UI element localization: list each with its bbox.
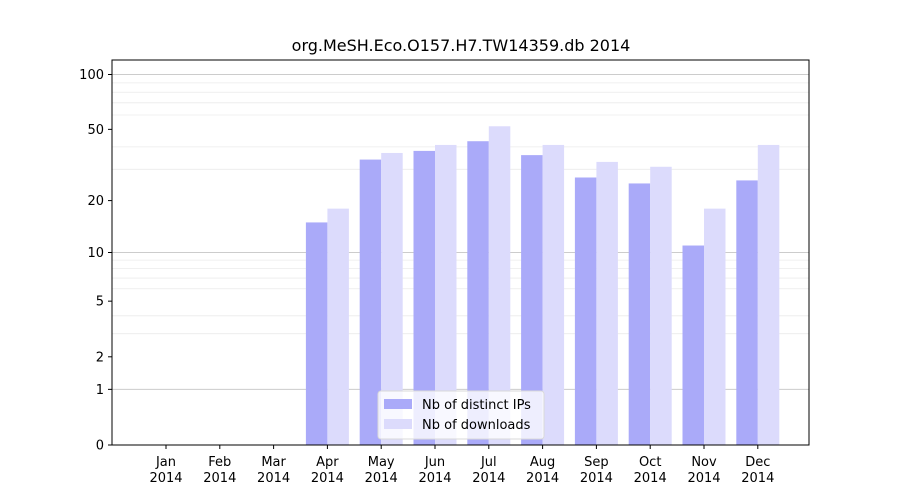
x-tick-label-month: Jan <box>155 455 176 470</box>
x-axis: Jan2014Feb2014Mar2014Apr2014May2014Jun20… <box>149 445 774 486</box>
bars <box>305 126 780 446</box>
x-tick-label-year: 2014 <box>741 471 774 486</box>
chart-title: org.MeSH.Eco.O157.H7.TW14359.db 2014 <box>292 36 631 55</box>
x-tick-label-year: 2014 <box>311 471 344 486</box>
x-tick-label-month: Mar <box>261 455 286 470</box>
x-tick-label-year: 2014 <box>257 471 290 486</box>
x-tick-label-year: 2014 <box>526 471 559 486</box>
y-tick-label: 20 <box>87 194 104 209</box>
bar-downloads <box>757 144 780 445</box>
x-tick-label-month: Jul <box>480 455 497 470</box>
legend-label: Nb of distinct IPs <box>422 398 531 413</box>
y-tick-label: 2 <box>96 350 104 365</box>
bar-distinct-ips <box>628 183 651 445</box>
x-tick-label-year: 2014 <box>580 471 613 486</box>
bar-distinct-ips <box>736 180 758 446</box>
bar-downloads <box>381 152 403 445</box>
y-tick-label: 0 <box>96 439 104 454</box>
bar-distinct-ips <box>359 159 382 445</box>
bar-distinct-ips <box>305 222 328 445</box>
x-tick-label-month: Apr <box>316 455 339 470</box>
x-tick-label-year: 2014 <box>418 471 451 486</box>
legend: Nb of distinct IPs Nb of downloads <box>377 390 545 440</box>
bar-downloads <box>435 144 457 445</box>
bar-downloads <box>488 126 511 445</box>
x-tick-label-month: Sep <box>584 455 609 470</box>
bar-distinct-ips <box>682 245 704 445</box>
x-tick-label-month: Dec <box>745 455 770 470</box>
y-tick-label: 1 <box>96 383 104 398</box>
bar-distinct-ips <box>413 150 435 445</box>
bar-downloads <box>650 166 672 446</box>
y-tick-label: 5 <box>96 295 104 310</box>
x-tick-label-month: Oct <box>639 455 661 470</box>
bar-downloads <box>327 208 349 445</box>
legend-swatch <box>384 399 412 409</box>
x-tick-label-month: Aug <box>530 455 555 470</box>
y-axis: 0 1 2 5 10 20 50 100 <box>79 68 112 454</box>
bar-downloads <box>596 161 618 445</box>
bar-distinct-ips <box>467 141 489 446</box>
y-tick-label: 50 <box>87 123 104 138</box>
bar-distinct-ips <box>574 177 597 445</box>
bar-distinct-ips <box>521 155 543 446</box>
bar-downloads <box>542 144 565 445</box>
grid-lines <box>112 74 809 390</box>
x-tick-label-month: Feb <box>208 455 231 470</box>
bar-downloads <box>704 208 726 445</box>
y-tick-label: 100 <box>79 68 104 83</box>
x-tick-label-month: May <box>368 455 395 470</box>
x-tick-label-year: 2014 <box>634 471 667 486</box>
x-tick-label-year: 2014 <box>365 471 398 486</box>
x-tick-label-month: Nov <box>691 455 717 470</box>
x-tick-label-year: 2014 <box>472 471 505 486</box>
legend-box <box>377 390 545 440</box>
x-tick-label-year: 2014 <box>687 471 720 486</box>
legend-label: Nb of downloads <box>422 418 531 433</box>
x-tick-label-year: 2014 <box>149 471 182 486</box>
x-tick-label-month: Jun <box>424 455 445 470</box>
legend-swatch <box>384 419 412 429</box>
x-tick-label-year: 2014 <box>203 471 236 486</box>
y-tick-label: 10 <box>87 246 104 261</box>
